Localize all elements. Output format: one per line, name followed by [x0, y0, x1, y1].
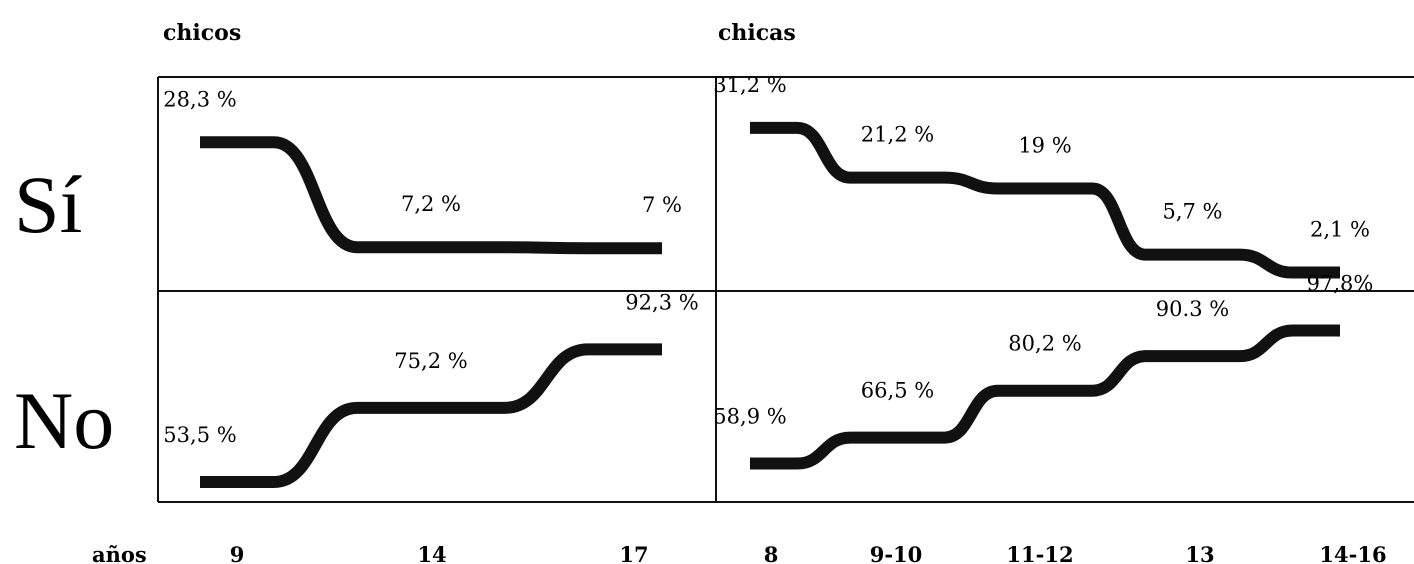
data-label: 75,2 % — [394, 349, 467, 373]
data-label: 2,1 % — [1310, 218, 1370, 242]
tick-label: 13 — [1185, 542, 1214, 564]
tick-label: 14 — [417, 542, 446, 564]
series-line-si — [200, 136, 662, 255]
axis-label-anos: años — [92, 542, 147, 564]
data-label: 66,5 % — [861, 379, 934, 403]
data-label: 92,3 % — [625, 290, 698, 314]
series-line-no — [750, 324, 1340, 470]
data-label: 31,2 % — [713, 73, 786, 97]
series-line-no — [200, 343, 662, 489]
tick-label: 8 — [764, 542, 779, 564]
data-label: 7 % — [642, 193, 682, 217]
data-label: 53,5 % — [163, 423, 236, 447]
tick-label: 9-10 — [870, 542, 923, 564]
data-label: 80,2 % — [1008, 332, 1081, 356]
data-label: 90.3 % — [1156, 297, 1229, 321]
row-label-no: No — [14, 375, 114, 466]
data-label: 21,2 % — [861, 123, 934, 147]
data-label: 97,8% — [1307, 272, 1374, 296]
tick-label: 11-12 — [1006, 542, 1073, 564]
data-label: 28,3 % — [163, 87, 236, 111]
tick-label: 17 — [619, 542, 648, 564]
data-label: 5,7 % — [1162, 200, 1222, 224]
data-label: 19 % — [1018, 134, 1071, 158]
series-line-si — [750, 121, 1340, 279]
panel-title-chicos: chicos — [163, 20, 241, 46]
panel-title-chicas: chicas — [718, 20, 796, 46]
tick-label: 9 — [230, 542, 245, 564]
row-label-si: Sí — [14, 159, 82, 250]
tick-label: 14-16 — [1319, 542, 1386, 564]
data-label: 7,2 % — [401, 192, 461, 216]
data-label: 58,9 % — [713, 405, 786, 429]
